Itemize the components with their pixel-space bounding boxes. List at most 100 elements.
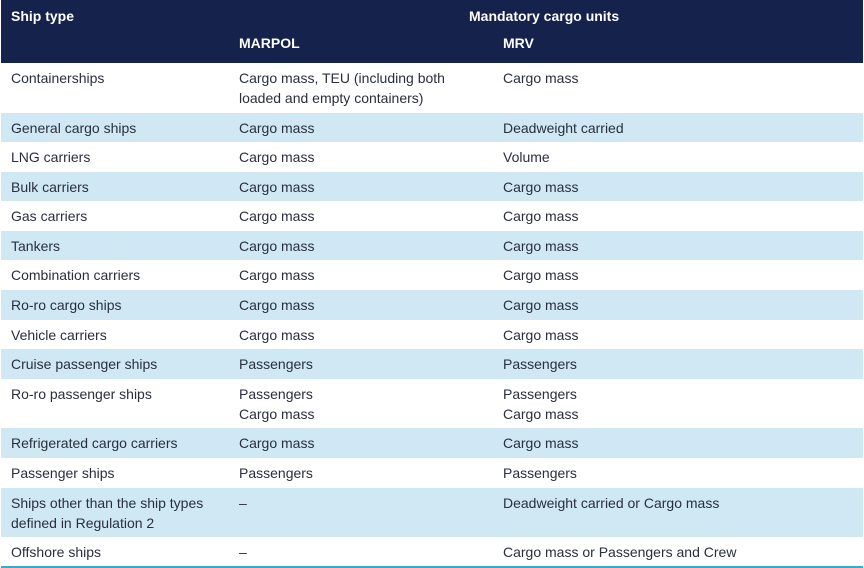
cell-ship-type-text: Gas carriers	[11, 208, 88, 225]
cell-ship-type: Bulk carriers	[1, 171, 229, 202]
cell-mrv-text: Passengers	[503, 464, 577, 481]
cell-mrv: Cargo mass	[493, 63, 863, 113]
cell-mrv: Cargo mass	[493, 320, 863, 350]
table-row: Tankers Cargo mass Cargo mass	[1, 230, 864, 261]
table-row: Ro-ro cargo ships Cargo mass Cargo mass	[1, 290, 864, 320]
cell-marpol: Passengers	[229, 458, 493, 488]
cell-marpol: –	[229, 487, 493, 538]
table-row: Refrigerated cargo carriers Cargo mass Car…	[1, 428, 864, 458]
header-ship-type: Ship type	[1, 0, 229, 32]
header-row-primary: Ship type Mandatory cargo units	[1, 0, 864, 32]
cell-ship-type-text: Refrigerated cargo carriers	[11, 435, 178, 452]
header-empty-cell	[1, 32, 229, 63]
cell-ship-type-text: LNG carriers	[11, 149, 91, 166]
cell-ship-type-text: Ships other than the ship types	[11, 494, 204, 511]
table-row: Cruise passenger ships Passengers Passenge…	[1, 349, 864, 379]
cell-ship-type: Containerships	[1, 63, 229, 113]
cell-mrv: Cargo mass	[493, 428, 864, 458]
cell-marpol-text: Cargo mass	[239, 149, 315, 166]
cell-marpol: –	[229, 537, 493, 568]
cell-marpol-text: loaded and empty containers)	[239, 90, 424, 106]
cell-marpol: Cargo mass	[229, 428, 493, 458]
cell-marpol-text: –	[239, 544, 247, 561]
table-row: Offshore ships – Cargo mass or Passengers …	[1, 537, 864, 568]
cell-mrv: Cargo mass	[493, 290, 864, 320]
cell-marpol: Passengers Cargo mass	[229, 379, 493, 429]
cell-marpol-text: Cargo mass	[239, 297, 315, 314]
cell-mrv-text: Deadweight carried or Cargo mass	[503, 494, 720, 511]
cell-mrv-text: Deadweight carried	[503, 119, 624, 136]
cell-mrv-text: Cargo mass	[503, 297, 579, 314]
cell-ship-type-text: Vehicle carriers	[11, 326, 107, 343]
cell-mrv: Deadweight carried	[493, 112, 864, 143]
cell-marpol-text: Cargo mass, TEU (including both	[239, 70, 445, 86]
cell-marpol: Cargo mass	[229, 142, 493, 172]
cell-mrv: Deadweight carried or Cargo mass	[493, 487, 864, 538]
cell-mrv-text: Passengers	[503, 385, 577, 402]
cell-marpol: Cargo mass, TEU (including both loaded an…	[229, 63, 493, 113]
cell-marpol: Cargo mass	[229, 171, 493, 202]
table-row: Combination carriers Cargo mass Cargo mass	[1, 260, 863, 290]
table-row: Vehicle carriers Cargo mass Cargo mass	[1, 320, 863, 350]
cell-mrv-text: Cargo mass	[503, 208, 579, 225]
cell-marpol: Cargo mass	[229, 320, 493, 350]
cell-mrv: Cargo mass	[493, 230, 864, 261]
cell-mrv: Cargo mass	[493, 201, 863, 231]
cell-mrv: Passengers	[493, 349, 864, 379]
cell-marpol-text: Cargo mass	[239, 237, 315, 254]
cell-mrv-text: Cargo mass	[503, 326, 579, 343]
cell-marpol: Cargo mass	[229, 290, 493, 320]
cell-ship-type: LNG carriers	[1, 142, 229, 172]
table-row: Ro-ro passenger ships Passengers Cargo mas…	[1, 379, 863, 429]
cell-ship-type: Tankers	[1, 230, 229, 261]
header-row-secondary: MARPOL MRV	[1, 32, 864, 63]
cell-ship-type-text: Ro-ro passenger ships	[11, 385, 152, 402]
cell-ship-type: Ro-ro passenger ships	[1, 379, 229, 429]
table-header: Ship type Mandatory cargo units MARPOL M…	[1, 0, 864, 63]
header-mrv: MRV	[493, 32, 864, 63]
header-marpol: MARPOL	[229, 32, 493, 63]
table-row: Containerships Cargo mass, TEU (including…	[1, 63, 863, 113]
cell-ship-type-text: Ro-ro cargo ships	[11, 297, 122, 314]
cell-ship-type: General cargo ships	[1, 112, 229, 143]
cell-mrv-text: Cargo mass	[503, 405, 579, 422]
cell-ship-type: Ships other than the ship types defined i…	[1, 487, 229, 538]
cell-mrv: Cargo mass	[493, 260, 863, 290]
cell-ship-type-text: Containerships	[11, 70, 105, 86]
cell-mrv: Cargo mass	[493, 171, 864, 202]
cell-marpol: Cargo mass	[229, 230, 493, 261]
cell-ship-type-text: Cruise passenger ships	[11, 356, 158, 373]
cell-marpol-text: Cargo mass	[239, 267, 315, 284]
cell-ship-type: Ro-ro cargo ships	[1, 290, 229, 320]
cell-marpol-text: Cargo mass	[239, 435, 315, 452]
cell-ship-type: Offshore ships	[1, 537, 229, 568]
cell-ship-type: Vehicle carriers	[1, 320, 229, 350]
cell-ship-type-text: defined in Regulation 2	[11, 514, 155, 531]
table-row: LNG carriers Cargo mass Volume	[1, 142, 863, 172]
cell-mrv-text: Volume	[503, 149, 550, 166]
cell-ship-type-text: Bulk carriers	[11, 178, 89, 195]
cell-marpol-text: Passengers	[239, 356, 313, 373]
cell-marpol-text: Cargo mass	[239, 178, 315, 195]
cell-ship-type: Passenger ships	[1, 458, 229, 488]
cell-ship-type: Refrigerated cargo carriers	[1, 428, 229, 458]
cell-mrv: Volume	[493, 142, 863, 172]
cell-marpol-text: Cargo mass	[239, 208, 315, 225]
cell-ship-type: Cruise passenger ships	[1, 349, 229, 379]
cell-mrv: Passengers	[493, 458, 863, 488]
cell-marpol-text: Cargo mass	[239, 326, 315, 343]
cell-marpol: Passengers	[229, 349, 493, 379]
cell-marpol: Cargo mass	[229, 112, 493, 143]
cell-marpol: Cargo mass	[229, 201, 493, 231]
cell-ship-type: Gas carriers	[1, 201, 229, 231]
cell-ship-type: Combination carriers	[1, 260, 229, 290]
cell-marpol-text: Passengers	[239, 464, 313, 481]
cell-mrv-text: Cargo mass	[503, 237, 579, 254]
cell-mrv: Passengers Cargo mass	[493, 379, 863, 429]
cell-marpol-text: Cargo mass	[239, 119, 315, 136]
table-row: Ships other than the ship types defined i…	[1, 487, 864, 538]
cell-marpol-text: Passengers	[239, 385, 313, 402]
cell-marpol: Cargo mass	[229, 260, 493, 290]
